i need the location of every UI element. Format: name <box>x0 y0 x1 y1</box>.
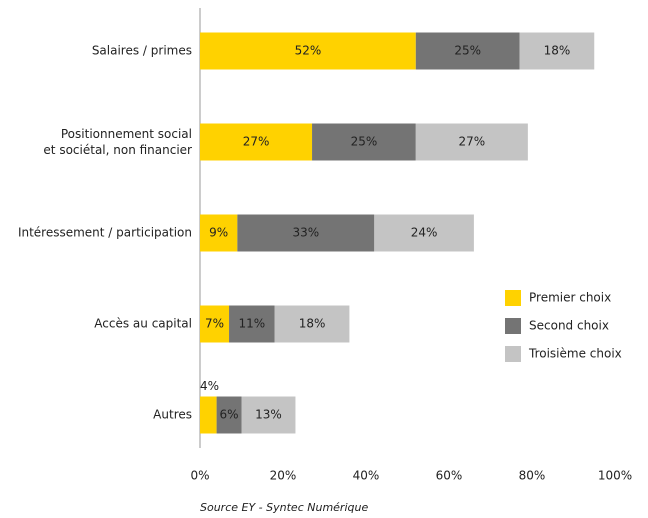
value-label: 52% <box>295 44 322 58</box>
value-label: 24% <box>411 226 438 240</box>
value-label: 33% <box>292 226 319 240</box>
category-label: Accès au capital <box>94 317 192 331</box>
value-label: 11% <box>239 317 266 331</box>
value-label: 9% <box>209 226 228 240</box>
bar-segment <box>200 32 416 70</box>
value-label: 27% <box>458 135 485 149</box>
x-tick-label: 0% <box>190 469 209 483</box>
value-label: 4% <box>200 379 219 393</box>
category-label: Positionnement social et sociétal, non fi… <box>43 127 192 157</box>
bar-segment <box>229 305 275 343</box>
value-label: 6% <box>220 408 239 422</box>
legend-label: Premier choix <box>529 291 611 305</box>
value-label: 13% <box>255 408 282 422</box>
category-label: Salaires / primes <box>92 44 192 58</box>
value-label: 7% <box>205 317 224 331</box>
bar-segment <box>415 123 528 161</box>
bar-segment <box>200 123 313 161</box>
source-note: Source EY - Syntec Numérique <box>200 501 368 514</box>
value-label: 25% <box>351 135 378 149</box>
legend-label: Second choix <box>529 319 609 333</box>
bar-segment <box>415 32 520 70</box>
category-label: Intéressement / participation <box>18 226 192 240</box>
bar-segment <box>200 214 238 252</box>
bar-segment <box>216 396 242 434</box>
legend-swatch <box>505 346 521 362</box>
value-label: 25% <box>454 44 481 58</box>
x-tick-label: 60% <box>436 469 463 483</box>
bar-segment <box>237 214 375 252</box>
legend-label: Troisième choix <box>528 347 622 361</box>
x-tick-label: 40% <box>353 469 380 483</box>
bar-segment <box>374 214 474 252</box>
category-label: Autres <box>153 408 192 422</box>
legend-swatch <box>505 318 521 334</box>
bar-segment <box>312 123 416 161</box>
legend-swatch <box>505 290 521 306</box>
bar-segment <box>200 305 230 343</box>
x-tick-label: 100% <box>598 469 632 483</box>
value-label: 27% <box>243 135 270 149</box>
bar-segment <box>274 305 350 343</box>
value-label: 18% <box>544 44 571 58</box>
value-label: 18% <box>299 317 326 331</box>
bar-segment <box>241 396 296 434</box>
x-tick-label: 80% <box>519 469 546 483</box>
x-tick-label: 20% <box>270 469 297 483</box>
bar-segment <box>519 32 595 70</box>
bar-segment <box>200 396 217 434</box>
